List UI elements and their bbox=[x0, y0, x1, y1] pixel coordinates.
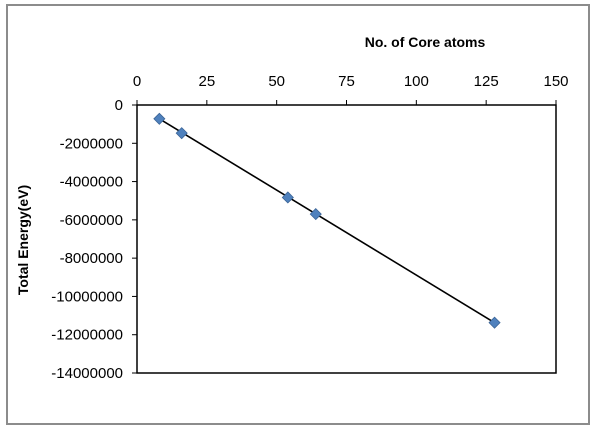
x-axis-title: No. of Core atoms bbox=[365, 34, 486, 50]
tick-labels: 0 25 50 75 100 125 150 0 -2000000 -4000000 -600000… bbox=[51, 73, 568, 382]
x-tick-label: 25 bbox=[198, 73, 215, 90]
y-axis-title: Total Energy(eV) bbox=[15, 185, 31, 295]
trendline bbox=[158, 118, 495, 324]
data-points bbox=[153, 112, 501, 329]
x-tick-label: 125 bbox=[474, 73, 499, 90]
data-point bbox=[281, 191, 294, 204]
x-tick-label: 75 bbox=[338, 73, 355, 90]
data-point bbox=[153, 112, 166, 125]
y-tick-label: -6000000 bbox=[60, 212, 123, 229]
x-tick-label: 50 bbox=[268, 73, 285, 90]
axis-ticks bbox=[132, 100, 557, 374]
x-tick-label: 100 bbox=[404, 73, 429, 90]
data-point bbox=[175, 127, 188, 140]
trendline-layer bbox=[158, 118, 495, 324]
x-tick-label: 0 bbox=[133, 73, 141, 90]
data-point bbox=[488, 316, 501, 329]
y-tick-label: 0 bbox=[115, 97, 123, 114]
y-tick-label: -4000000 bbox=[60, 174, 123, 191]
x-tick-label: 150 bbox=[543, 73, 568, 90]
y-tick-label: -10000000 bbox=[51, 288, 123, 305]
y-tick-label: -2000000 bbox=[60, 135, 123, 152]
plot-area bbox=[136, 104, 557, 374]
data-point bbox=[309, 208, 322, 221]
y-tick-label: -8000000 bbox=[60, 250, 123, 267]
y-tick-label: -12000000 bbox=[51, 327, 123, 344]
y-tick-label: -14000000 bbox=[51, 365, 123, 382]
